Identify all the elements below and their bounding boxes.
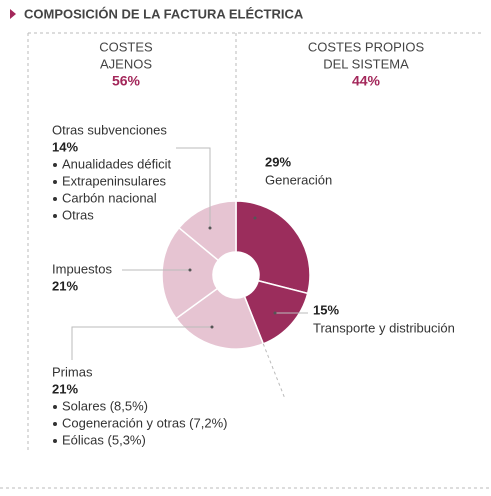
category-label: Impuestos — [52, 261, 112, 276]
value-label: 15% — [313, 302, 339, 317]
category-label: Otras subvenciones — [52, 122, 167, 137]
value-label: 21% — [52, 381, 78, 396]
category-label: Transporte y distribución — [313, 320, 455, 335]
bullet — [53, 439, 57, 443]
leader-dot — [208, 226, 212, 230]
detail-item: Anualidades déficit — [62, 156, 172, 171]
bullet — [53, 214, 57, 218]
leader-line — [176, 147, 211, 228]
leader-dot — [188, 268, 192, 272]
group-label: COSTES — [99, 39, 153, 54]
group-label: AJENOS — [100, 56, 152, 71]
category-label: Generación — [265, 172, 332, 187]
bullet — [53, 163, 57, 167]
detail-item: Otras — [62, 207, 94, 222]
leader-line — [71, 326, 212, 360]
detail-item: Solares (8,5%) — [62, 398, 148, 413]
group-divider — [262, 343, 286, 398]
detail-item: Extrapeninsulares — [62, 173, 167, 188]
donut-segment — [175, 287, 265, 350]
donut-segment — [161, 226, 220, 320]
detail-item: Cogeneración y otras (7,2%) — [62, 415, 227, 430]
bullet — [53, 422, 57, 426]
donut-segment — [235, 200, 311, 295]
value-label: 14% — [52, 139, 78, 154]
group-label: COSTES PROPIOS — [308, 39, 425, 54]
title-marker — [10, 9, 16, 19]
bullet — [53, 405, 57, 409]
detail-item: Carbón nacional — [62, 190, 157, 205]
chart-title: COMPOSICIÓN DE LA FACTURA ELÉCTRICA — [24, 6, 304, 21]
value-label: 29% — [265, 154, 291, 169]
leader-dot — [273, 311, 277, 315]
category-label: Primas — [52, 364, 93, 379]
group-label: DEL SISTEMA — [323, 56, 409, 71]
value-label: 21% — [52, 278, 78, 293]
group-value: 56% — [112, 73, 141, 89]
bullet — [53, 180, 57, 184]
leader-dot — [253, 216, 257, 220]
detail-item: Eólicas (5,3%) — [62, 432, 146, 447]
bullet — [53, 197, 57, 201]
donut-segment — [177, 200, 237, 262]
group-value: 44% — [352, 73, 381, 89]
leader-dot — [210, 325, 214, 329]
